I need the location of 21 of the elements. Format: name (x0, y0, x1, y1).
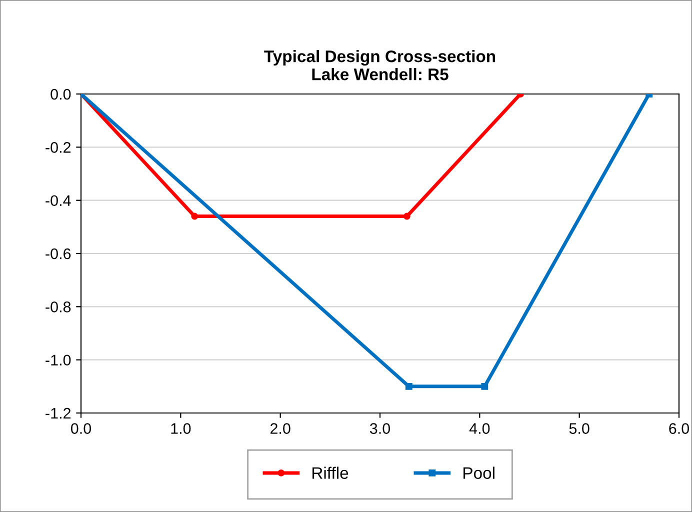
x-tick-label: 6.0 (669, 423, 690, 434)
point (405, 382, 412, 390)
y-tick-label: -1.2 (46, 408, 71, 419)
y-tick-label: 0.0 (50, 88, 71, 100)
x-tick-label: 1.0 (171, 423, 191, 434)
legend-label: Riffle (312, 466, 348, 479)
x-tick-label: 3.0 (370, 423, 390, 434)
x-tick-label: 5.0 (569, 423, 590, 434)
x-tick-label: 4.0 (469, 423, 490, 434)
point (481, 382, 488, 390)
y-tick-label: -1.0 (46, 354, 71, 366)
x-tick-label: 2.0 (270, 423, 290, 434)
point (191, 212, 198, 220)
y-tick-label: -0.2 (46, 142, 71, 153)
chart-title: Typical Design Cross-section Lake Wendell: R5 (264, 50, 496, 80)
point (403, 212, 410, 220)
legend-label: Pool (464, 466, 494, 479)
y-tick-label: -0.4 (46, 195, 71, 206)
x-tick-label: 0.0 (70, 423, 92, 434)
y-tick-label: -0.6 (46, 248, 71, 260)
y-tick-label: -0.8 (46, 302, 71, 312)
